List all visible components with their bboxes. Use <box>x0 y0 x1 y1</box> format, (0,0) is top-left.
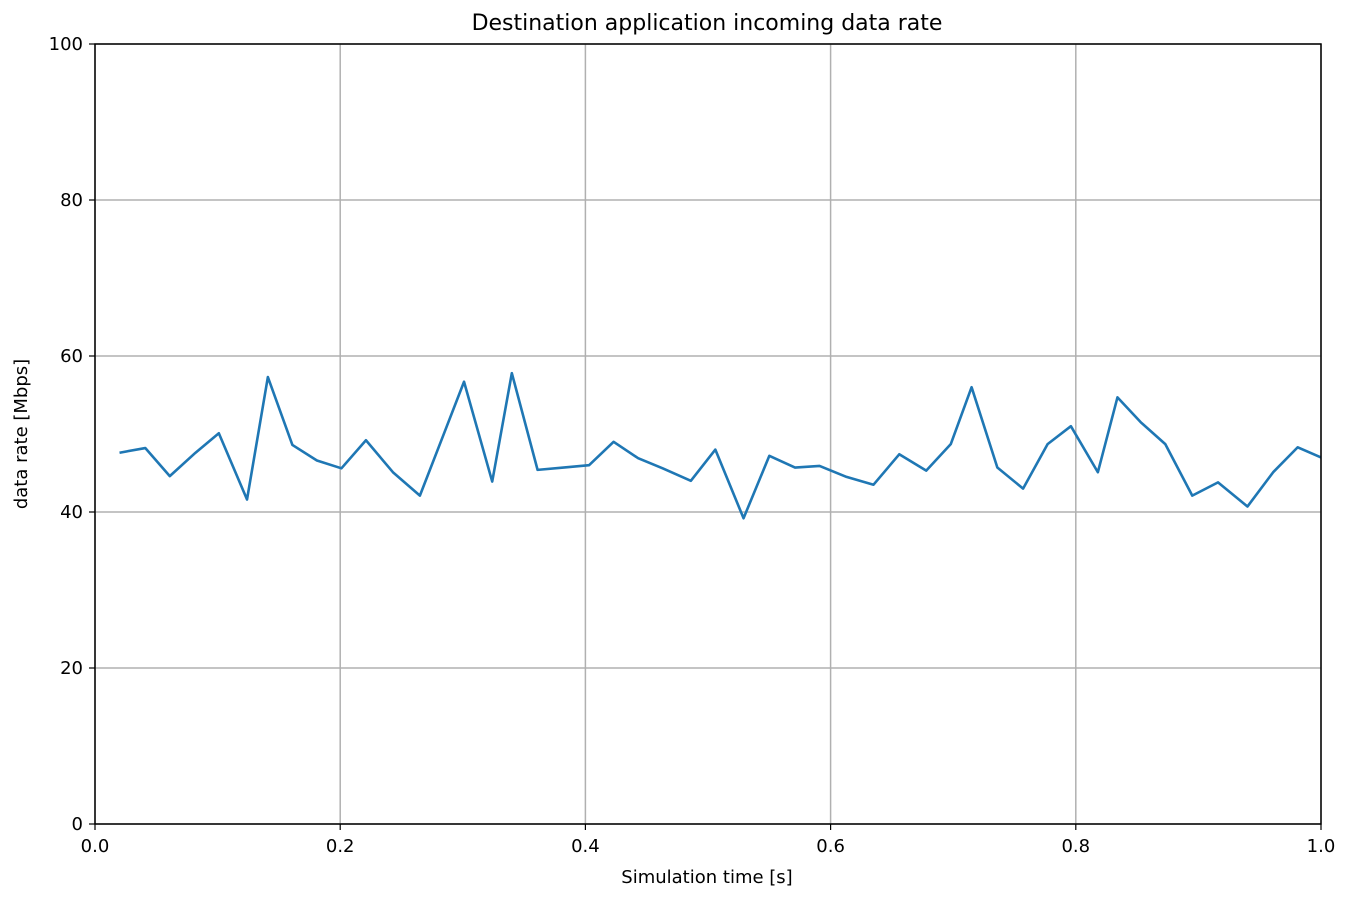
axes-frame <box>94 43 1322 825</box>
grid-lines <box>94 43 1322 825</box>
y-tick-label: 40 <box>60 502 83 523</box>
x-tick-label: 0.2 <box>326 836 355 857</box>
chart-title: Destination application incoming data ra… <box>472 11 943 36</box>
series-line-0 <box>119 371 1322 520</box>
y-tick-label: 0 <box>72 814 83 835</box>
y-tick-label: 80 <box>60 190 83 211</box>
series-layer <box>119 371 1322 520</box>
x-tick-label: 1.0 <box>1307 836 1336 857</box>
y-tick-label: 100 <box>49 34 83 55</box>
x-tick-label: 0.6 <box>816 836 845 857</box>
y-axis-label: data rate [Mbps] <box>11 359 32 509</box>
y-tick-label: 60 <box>60 346 83 367</box>
tick-marks <box>89 43 1322 830</box>
x-tick-label: 0.4 <box>571 836 600 857</box>
x-tick-label: 0.8 <box>1061 836 1090 857</box>
x-tick-label: 0.0 <box>81 836 110 857</box>
x-axis-label: Simulation time [s] <box>621 867 792 888</box>
y-tick-label: 20 <box>60 658 83 679</box>
